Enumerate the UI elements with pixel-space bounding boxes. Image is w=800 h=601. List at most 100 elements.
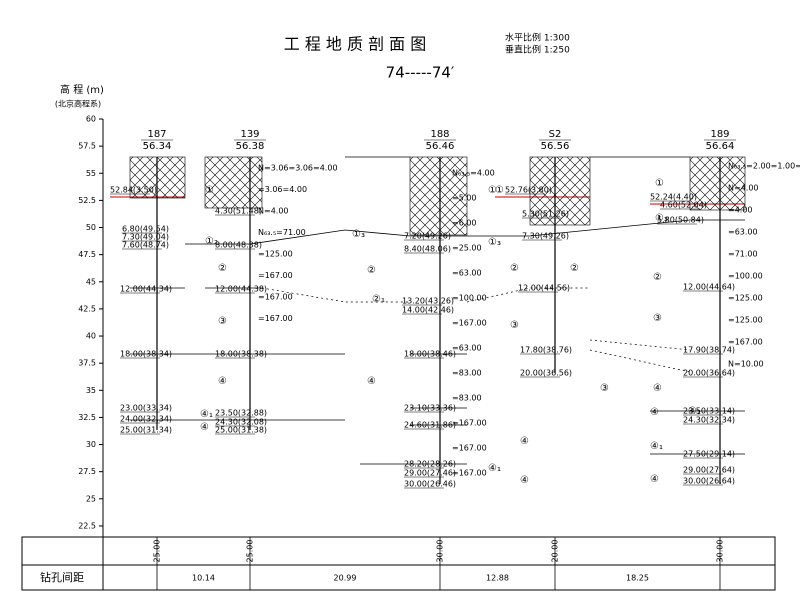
test-value: =83.00 xyxy=(452,369,482,378)
depth-label: 23.50(32.88) xyxy=(215,409,267,418)
stratum-symbol: ①₃ xyxy=(488,237,501,248)
depth-label: 52.84(3.50) xyxy=(110,186,157,195)
depth-label: 18.00(38.38) xyxy=(215,350,267,359)
test-value: =167.00 xyxy=(258,314,293,323)
test-value: N=4.00 xyxy=(728,184,759,193)
depth-label: 12.00(44.38) xyxy=(215,285,267,294)
test-value: =167.00 xyxy=(452,419,487,428)
axis-tick-label: 42.5 xyxy=(78,304,96,313)
borehole-id: 187 xyxy=(147,129,166,140)
borehole-elevation: 56.38 xyxy=(236,141,265,152)
depth-label: 23.10(33.36) xyxy=(404,404,456,413)
stratum-symbol: ④₁ xyxy=(650,441,663,452)
stratum-symbol: ③ xyxy=(510,320,519,331)
test-value: =83.00 xyxy=(452,394,482,403)
depth-label: 12.00(44.64) xyxy=(683,283,735,292)
test-value: N₆₃.₅=2.00=1.00=2.00 xyxy=(728,162,800,171)
test-value: =167.00 xyxy=(452,319,487,328)
depth-label: 7.30(49.04) xyxy=(122,233,169,242)
stratum-symbol: ④ xyxy=(650,474,659,485)
depth-label: 23.00(33.34) xyxy=(120,404,172,413)
depth-label: 5.30(51.26) xyxy=(522,210,569,219)
depth-label: 17.90(38.74) xyxy=(683,346,735,355)
borehole-id: S2 xyxy=(549,129,562,140)
test-value: =167.00 xyxy=(258,293,293,302)
fill-layer xyxy=(529,156,591,226)
borehole-depth: 30.00 xyxy=(436,540,445,563)
axis-tick-label: 47.5 xyxy=(78,250,96,259)
stratum-symbol: ①₃ xyxy=(352,229,365,240)
axis-tick-label: 45 xyxy=(86,277,96,286)
depth-label: 14.00(42.46) xyxy=(402,306,454,315)
test-value: =167.00 xyxy=(452,444,487,453)
axis-tick-label: 60 xyxy=(86,115,96,124)
axis-tick-label: 27.5 xyxy=(78,467,96,476)
depth-label: 24.60(31.86) xyxy=(404,421,456,430)
depth-label: 12.00(44.56) xyxy=(518,284,570,293)
test-value: =125.00 xyxy=(258,250,293,259)
stratum-symbol: ② xyxy=(570,263,579,274)
depth-label: 12.00(44.34) xyxy=(120,285,172,294)
table-frame xyxy=(21,536,776,591)
test-value: N₆₃.₅=71.00 xyxy=(258,228,306,237)
stratum-symbol: ① xyxy=(655,178,664,189)
depth-label: 18.00(38.34) xyxy=(120,350,172,359)
borehole-depth: 30.00 xyxy=(716,540,725,563)
depth-label: 4.30(51.48) xyxy=(215,207,262,216)
section-label: 74-----74′ xyxy=(386,64,455,82)
depth-label: 20.00(36.56) xyxy=(520,369,572,378)
stratum-symbol: ④ xyxy=(200,422,209,433)
test-value: =167.00 xyxy=(452,469,487,478)
stratum-symbol: ④ xyxy=(520,436,529,447)
depth-label: 27.50(29.14) xyxy=(683,450,735,459)
stratum-symbol: ④ xyxy=(367,376,376,387)
stratum-symbol: ③ xyxy=(218,316,227,327)
test-value: =63.00 xyxy=(452,344,482,353)
depth-label: 52.24(4.40) xyxy=(650,193,697,202)
depth-label: 29.00(27.64) xyxy=(683,466,735,475)
depth-label: 5.80(50.84) xyxy=(657,216,704,225)
borehole-depth: 25.00 xyxy=(153,540,162,563)
stratum-symbol: ①₃ xyxy=(655,213,668,224)
depth-label: 7.60(48.74) xyxy=(122,241,169,250)
table-row-label: 钻孔间距 xyxy=(40,570,84,584)
test-value: N₆₃.₅=4.00 xyxy=(452,169,495,178)
stratum-symbol: ④₁ xyxy=(200,409,213,420)
test-value: =6.00 xyxy=(452,219,477,228)
axis-tick-label: 32.5 xyxy=(78,413,96,422)
depth-label: 25.00(31.34) xyxy=(120,426,172,435)
axis-tick-label: 25 xyxy=(86,494,96,503)
axis-tick-label: 57.5 xyxy=(78,142,96,151)
depth-label: 30.00(26.46) xyxy=(404,480,456,489)
depth-label: 25.00(31.38) xyxy=(215,426,267,435)
borehole-id: 139 xyxy=(240,129,259,140)
test-value: =100.00 xyxy=(728,272,763,281)
test-value: N=10.00 xyxy=(728,360,764,369)
axis-tick-label: 52.5 xyxy=(78,196,96,205)
test-value: =167.00 xyxy=(258,271,293,280)
stratum-symbol: ④₁ xyxy=(488,463,501,474)
axis-tick-label: 37.5 xyxy=(78,359,96,368)
stratum-symbol: ② xyxy=(367,265,376,276)
depth-label: 52.76(3.80) xyxy=(505,186,552,195)
depth-label: 13.20(43.26) xyxy=(402,297,454,306)
axis-tick-label: 22.5 xyxy=(78,521,96,530)
depth-label: 8.00(48.38) xyxy=(215,241,262,250)
axis-tick-label: 35 xyxy=(86,386,96,395)
borehole-id: 188 xyxy=(430,129,449,140)
depth-label: 24.30(32.08) xyxy=(215,418,267,427)
axis-datum: (北京高程系) xyxy=(55,99,101,109)
depth-label: 4.60(52.04) xyxy=(660,201,707,210)
stratum-symbol: ④ xyxy=(520,475,529,486)
test-value: =100.00 xyxy=(452,294,487,303)
test-value: =4.00 xyxy=(728,206,753,215)
fill-layer xyxy=(204,156,263,209)
depth-label: 23.50(33.14) xyxy=(683,407,735,416)
borehole-spacing: 12.88 xyxy=(486,574,509,583)
test-value: =125.00 xyxy=(728,294,763,303)
horizontal-scale: 水平比例 1:300 xyxy=(505,32,570,44)
test-value: =167.00 xyxy=(728,338,763,347)
borehole-spacing: 20.99 xyxy=(334,574,357,583)
stratum-symbol: ④ xyxy=(653,383,662,394)
